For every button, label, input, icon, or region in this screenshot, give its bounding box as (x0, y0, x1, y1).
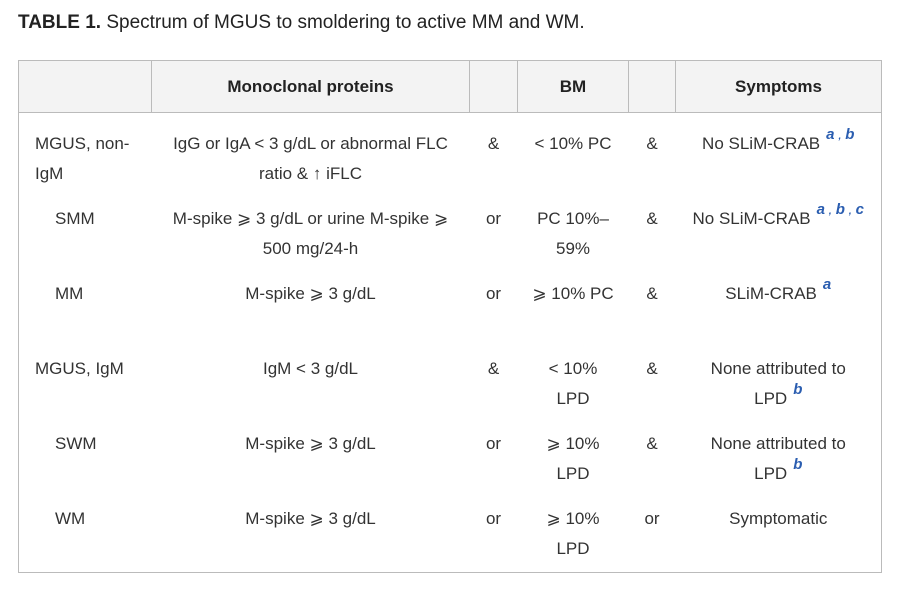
table-row: MM M-spike ⩾ 3 g/dL or ⩾ 10% PC & SLiM-CRAB a (19, 276, 882, 354)
footnote-ref[interactable]: b (835, 201, 845, 218)
footnote-separator: , (848, 206, 852, 217)
symptoms-text: None attributed to LPD (710, 434, 846, 483)
symptoms-text: None attributed to LPD (710, 359, 846, 408)
proteins-cell: M-spike ⩾ 3 g/dL (245, 284, 376, 303)
table-row: SWM M-spike ⩾ 3 g/dL or ⩾ 10% LPD & None attr… (19, 429, 882, 504)
table-row: SMM M-spike ⩾ 3 g/dL or urine M-spike ⩾ 5… (19, 201, 882, 279)
symptoms-text: Symptomatic (729, 509, 828, 528)
symptoms-cell: None attributed to LPD b (676, 354, 882, 429)
proteins-cell: IgM < 3 g/dL (263, 359, 358, 378)
footnote-ref[interactable]: c (855, 201, 864, 218)
proteins-cell: M-spike ⩾ 3 g/dL or urine M-spike ⩾ 500 … (172, 209, 449, 258)
operator-cell: or (485, 434, 502, 453)
symptoms-text: SLiM-CRAB (725, 284, 817, 303)
bm-cell: < 10% PC (534, 134, 612, 153)
operator-cell: & (646, 359, 658, 378)
header-row: Monoclonal proteins BM Symptoms (18, 60, 882, 113)
operator-cell: or (644, 509, 660, 528)
symptoms-text: No SLiM-CRAB (702, 134, 821, 153)
proteins-cell: M-spike ⩾ 3 g/dL (245, 509, 376, 528)
row-label: MGUS, non-IgM (35, 134, 130, 183)
header-cell: Monoclonal proteins (151, 60, 470, 113)
bm-cell: ⩾ 10% LPD (546, 509, 600, 558)
table-row: MGUS, non-IgM IgG or IgA < 3 g/dL or abno… (19, 113, 882, 205)
operator-cell: & (487, 359, 500, 378)
footnote-ref[interactable]: a (816, 201, 825, 218)
row-label: SMM (55, 209, 95, 228)
operator-cell: or (485, 284, 502, 303)
symptoms-text: No SLiM-CRAB (692, 209, 811, 228)
proteins-cell: M-spike ⩾ 3 g/dL (245, 434, 376, 453)
table: Monoclonal proteins BM Symptoms MGUS, no… (18, 60, 882, 573)
symptoms-cell: None attributed to LPD b (676, 429, 882, 504)
header-cell: Symptoms (675, 60, 882, 113)
footnote-ref[interactable]: b (845, 126, 855, 143)
row-label: MGUS, IgM (35, 359, 124, 378)
footnote-refs: b (793, 456, 802, 473)
caption-label: TABLE 1. (18, 12, 102, 33)
symptoms-cell: Symptomatic (676, 504, 882, 573)
operator-cell: or (485, 209, 502, 228)
table-row: WM M-spike ⩾ 3 g/dL or ⩾ 10% LPD or Symptomat… (19, 504, 882, 573)
operator-cell: & (646, 134, 658, 153)
header-cell (469, 60, 518, 113)
table-body: MGUS, non-IgM IgG or IgA < 3 g/dL or abno… (19, 113, 882, 573)
bm-cell: < 10% LPD (548, 359, 598, 408)
symptoms-cell: SLiM-CRAB a (676, 276, 882, 354)
operator-cell: & (646, 434, 658, 453)
header-cell (628, 60, 676, 113)
footnote-refs: a,b (826, 126, 854, 143)
proteins-cell: IgG or IgA < 3 g/dL or abnormal FLC rati… (173, 134, 448, 183)
row-label: SWM (55, 434, 97, 453)
footnote-ref[interactable]: b (793, 381, 803, 398)
bm-cell: PC 10%–59% (537, 209, 609, 258)
footnote-ref[interactable]: b (793, 456, 803, 473)
footnote-refs: a,b,c (817, 201, 864, 218)
footnote-ref[interactable]: a (826, 126, 835, 143)
bm-cell: ⩾ 10% PC (532, 284, 614, 303)
bm-cell: ⩾ 10% LPD (546, 434, 600, 483)
symptoms-cell: No SLiM-CRAB a, b (676, 113, 882, 205)
table-row: MGUS, IgM IgM < 3 g/dL & < 10% LPD & None att… (19, 354, 882, 429)
operator-cell: or (485, 509, 502, 528)
symptoms-cell: No SLiM-CRAB a, b, c (676, 201, 882, 279)
header-cell: BM (517, 60, 629, 113)
footnote-refs: a (823, 276, 831, 293)
footnote-refs: b (793, 381, 802, 398)
header-cell (18, 60, 152, 113)
row-label: WM (55, 509, 86, 528)
footnote-separator: , (838, 131, 842, 142)
footnote-ref[interactable]: a (822, 276, 832, 293)
caption-text: Spectrum of MGUS to smoldering to active… (106, 12, 585, 33)
table-caption: TABLE 1. Spectrum of MGUS to smoldering … (18, 12, 585, 34)
operator-cell: & (646, 284, 658, 303)
footnote-separator: , (828, 206, 832, 217)
operator-cell: & (646, 209, 658, 228)
operator-cell: & (487, 134, 500, 153)
row-label: MM (55, 284, 84, 303)
